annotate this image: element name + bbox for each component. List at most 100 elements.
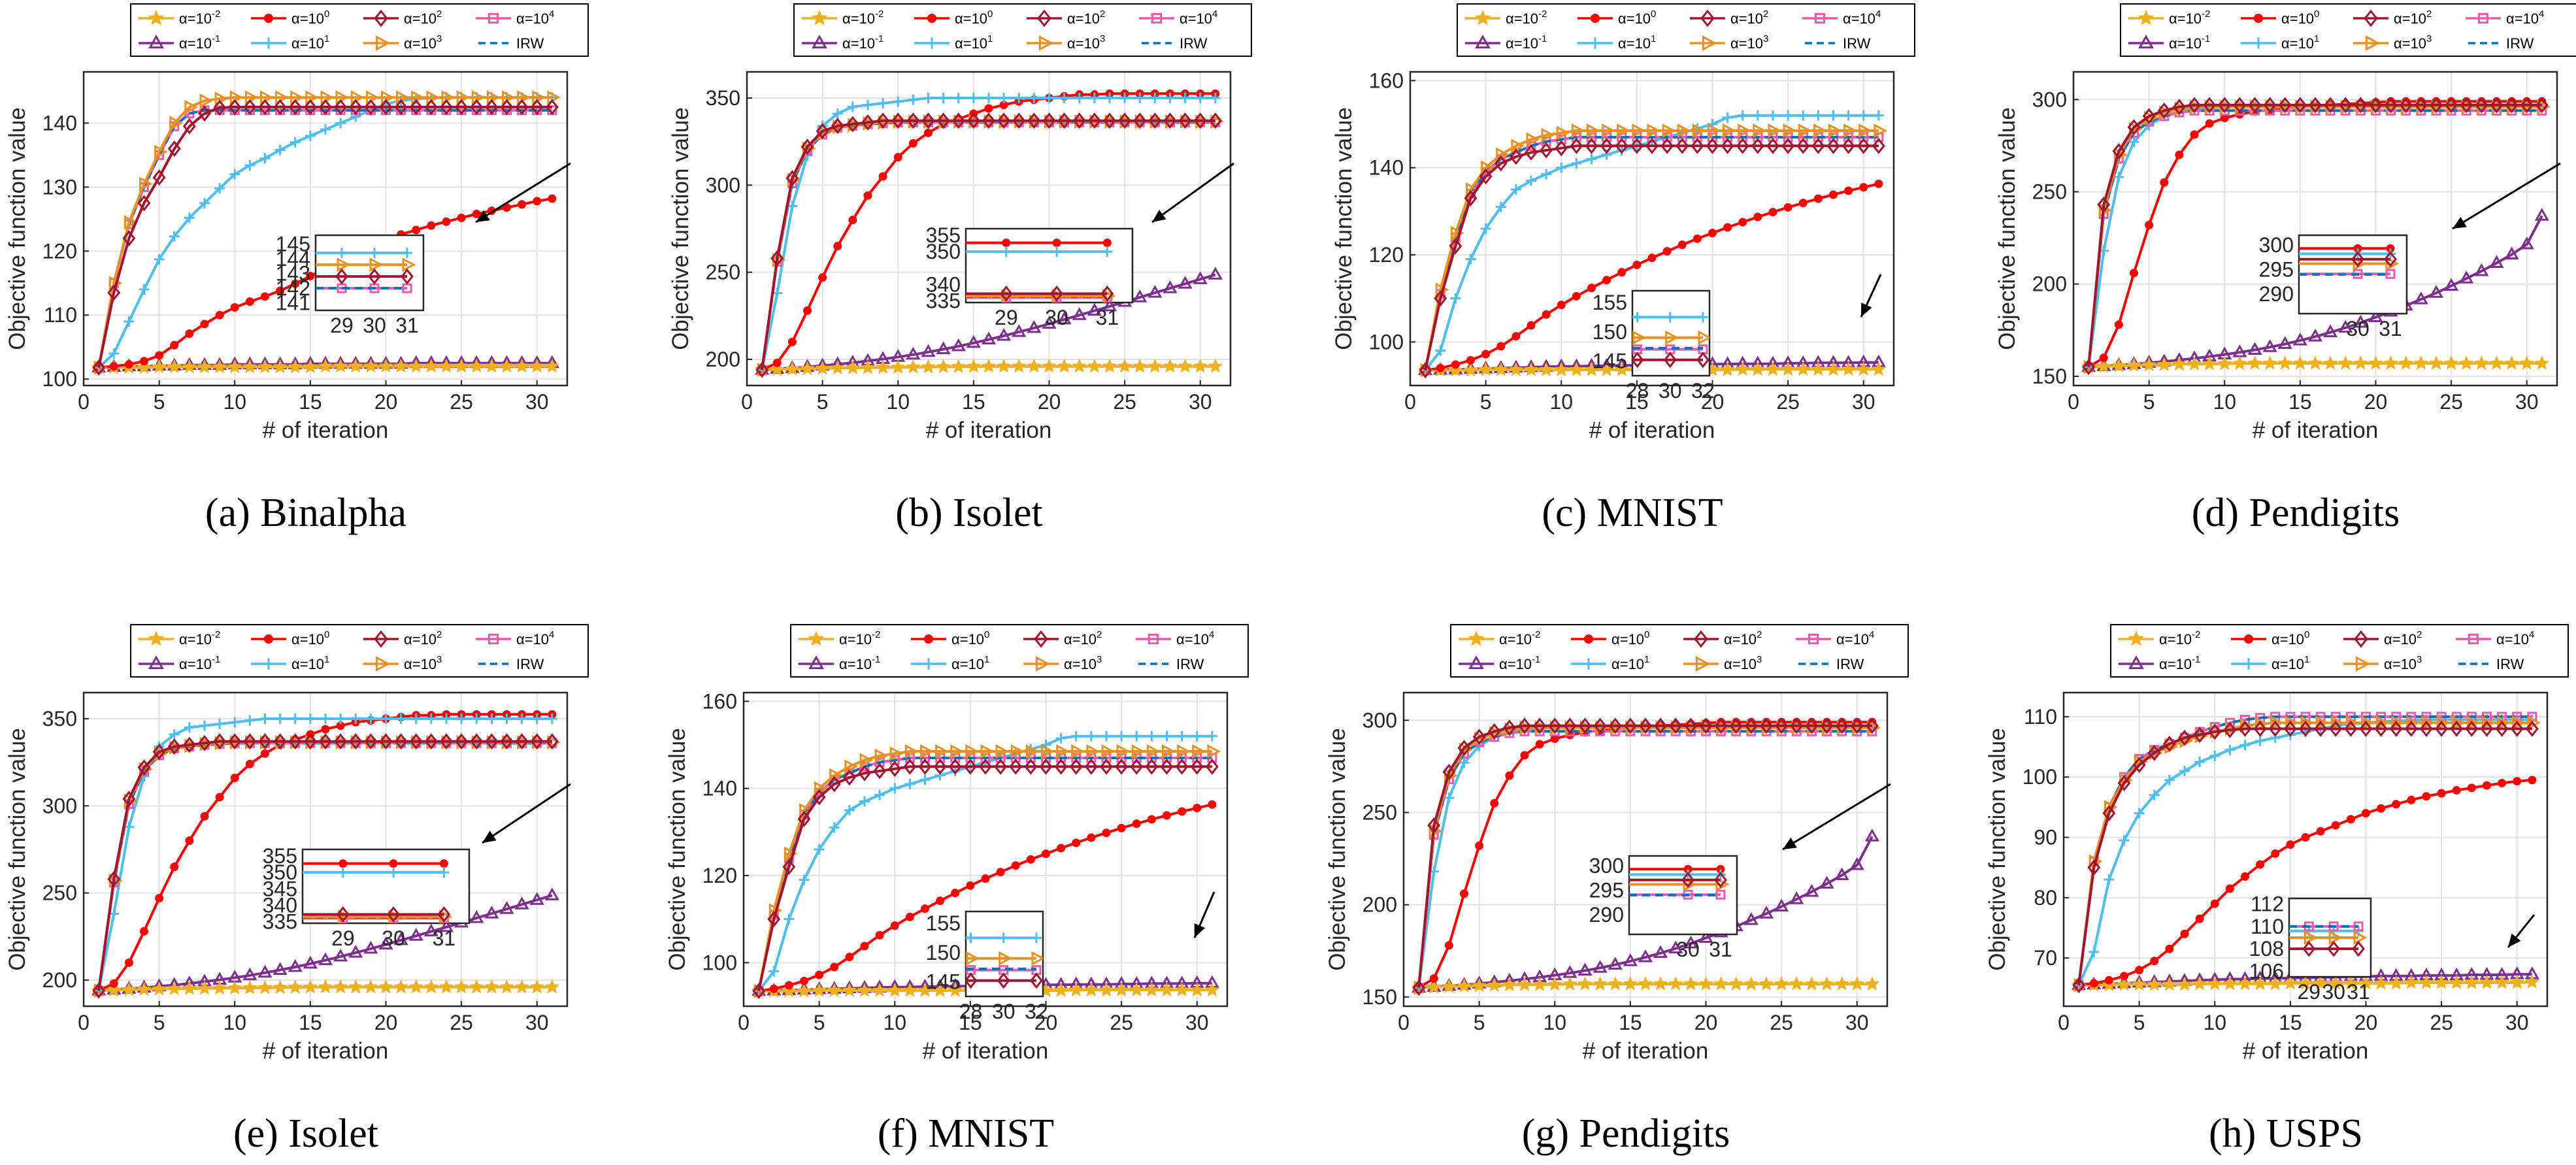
data-point	[1459, 757, 1470, 768]
x-tick-label: 20	[1701, 390, 1725, 414]
data-point	[2444, 278, 2459, 291]
data-point	[831, 118, 844, 135]
inset-x-tick-label: 30	[1659, 379, 1682, 402]
legend-label-exponent: -2	[875, 8, 883, 20]
legend-label: α=10-1	[179, 33, 220, 52]
legend-marker	[2243, 658, 2254, 670]
data-point	[982, 112, 995, 129]
data-point	[1494, 155, 1508, 172]
data-point	[863, 99, 873, 110]
data-point	[999, 93, 1010, 103]
data-point	[1496, 342, 1506, 351]
data-point	[920, 744, 934, 759]
data-point	[1723, 223, 1732, 232]
data-point	[1464, 189, 1478, 206]
data-point	[1617, 268, 1627, 277]
data-point	[1116, 730, 1127, 742]
axes-frame	[2072, 71, 2558, 387]
data-point	[1600, 137, 1613, 154]
data-point	[2190, 130, 2199, 139]
data-point	[2307, 355, 2323, 370]
data-point	[997, 112, 1011, 129]
data-point	[500, 733, 514, 750]
data-point	[2373, 975, 2388, 990]
data-point	[2309, 97, 2322, 114]
data-point	[2525, 720, 2539, 737]
data-point	[2498, 778, 2507, 787]
legend-label: α=101	[955, 33, 993, 52]
legend-label-exponent: -2	[212, 8, 220, 20]
data-point	[1057, 311, 1072, 325]
data-point	[872, 983, 887, 997]
legend-label-base: α=10	[2169, 35, 2202, 52]
inset-y-tick-label: 340	[263, 893, 297, 917]
legend-label-exponent: 0	[324, 629, 329, 640]
x-tick-label: 20	[374, 390, 398, 414]
data-point	[2283, 720, 2297, 737]
data-point	[243, 99, 257, 116]
data-point	[1693, 234, 1702, 243]
data-point	[363, 979, 378, 994]
data-point	[2119, 835, 2130, 846]
data-point	[1728, 976, 1744, 991]
subfigure-caption: (c) MNIST	[1542, 491, 1723, 535]
data-point	[2534, 208, 2549, 221]
inset-y-tick-label: 350	[926, 240, 961, 263]
data-point	[1523, 362, 1539, 376]
legend-marker	[808, 631, 825, 646]
data-point	[1743, 976, 1759, 991]
inset-y-tick-label: 112	[2251, 893, 2284, 916]
data-point	[2482, 715, 2496, 730]
inset-point	[1052, 238, 1061, 248]
series-group	[2081, 97, 2551, 376]
legend-box	[790, 624, 1249, 678]
data-point	[1684, 717, 1698, 734]
legend-label: IRW	[1180, 35, 1208, 52]
data-point	[200, 320, 209, 329]
data-point	[408, 358, 424, 373]
data-point	[441, 714, 452, 724]
legend-label-base: α=10	[1176, 631, 1209, 648]
data-point	[531, 714, 542, 724]
y-axis-label: Objective function value	[1985, 728, 2010, 971]
data-point	[785, 361, 800, 376]
data-point	[276, 286, 285, 295]
legend-marker	[1468, 655, 1484, 670]
data-point	[863, 191, 872, 200]
data-point	[185, 329, 194, 338]
data-point	[412, 225, 421, 235]
data-point	[229, 717, 240, 728]
legend-label-base: α=10	[2271, 656, 2304, 672]
data-point	[257, 359, 272, 374]
data-point	[858, 764, 871, 781]
inset-y-tick-label: 145	[926, 970, 961, 994]
data-point	[1027, 320, 1042, 333]
data-point	[228, 99, 242, 116]
data-point	[213, 733, 227, 750]
data-point	[1593, 976, 1608, 991]
data-point	[229, 169, 240, 180]
legend-marker	[2365, 35, 2381, 51]
legend-marker	[2128, 655, 2144, 670]
legend-marker	[1583, 634, 1594, 644]
legend-label-base: α=10	[2281, 10, 2314, 27]
data-point	[107, 284, 121, 301]
series-group	[751, 730, 1221, 1000]
subfigure-caption: (g) Pendigits	[1522, 1111, 1730, 1156]
x-tick-label: 15	[1619, 1011, 1642, 1034]
data-point	[787, 337, 797, 346]
inset-x-tick-label: 30	[363, 314, 386, 337]
data-point	[1025, 744, 1040, 759]
data-point	[1509, 148, 1523, 165]
legend-label-exponent: -1	[2192, 654, 2200, 665]
data-point	[2134, 808, 2145, 819]
legend-marker	[1475, 35, 1491, 49]
legend-label-exponent: -2	[2192, 629, 2200, 640]
data-point	[979, 758, 992, 775]
data-point	[1744, 717, 1758, 734]
data-point	[394, 733, 408, 750]
y-tick-label: 70	[2034, 946, 2057, 970]
data-point	[215, 793, 224, 802]
data-point	[2205, 119, 2214, 128]
inset-series	[1632, 312, 1709, 369]
